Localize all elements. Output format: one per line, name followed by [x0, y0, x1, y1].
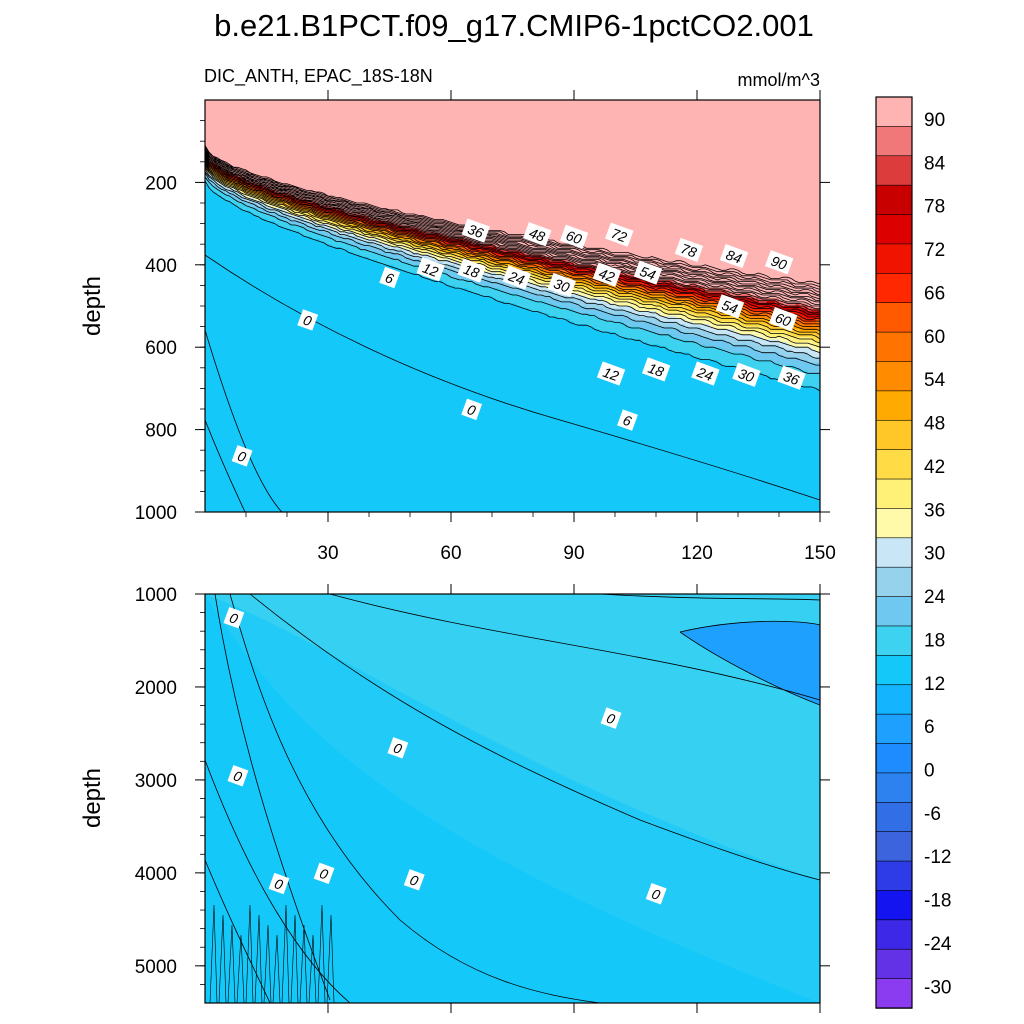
- y-tick-label: 400: [145, 256, 177, 277]
- y-tick-label: 1000: [135, 503, 177, 524]
- y-tick-label: 3000: [135, 771, 177, 792]
- upper-panel-units: mmol/m^3: [738, 70, 820, 90]
- colorbar-label: 6: [924, 717, 935, 738]
- colorbar-label: 72: [924, 240, 945, 261]
- colorbar-swatch: [876, 920, 912, 950]
- colorbar-label: 18: [924, 630, 945, 651]
- colorbar-swatch: [876, 538, 912, 568]
- colorbar-swatch: [876, 802, 912, 832]
- x-tick-label: 60: [440, 543, 461, 564]
- colorbar-label: 90: [924, 110, 945, 131]
- colorbar-label: 0: [924, 760, 935, 781]
- colorbar-swatch: [876, 391, 912, 421]
- y-tick-label: 1000: [135, 585, 177, 606]
- colorbar-swatch: [876, 597, 912, 627]
- colorbar-label: -30: [924, 977, 951, 998]
- x-tick-label: 150: [804, 543, 836, 564]
- colorbar: 908478726660544842363024181260-6-12-18-2…: [876, 97, 952, 1008]
- colorbar-label: 24: [924, 587, 946, 608]
- colorbar-swatch: [876, 450, 912, 480]
- colorbar-swatch: [876, 185, 912, 215]
- colorbar-label: -12: [924, 847, 951, 868]
- colorbar-swatch: [876, 126, 912, 156]
- colorbar-swatch: [876, 215, 912, 245]
- colorbar-swatch: [876, 156, 912, 186]
- figure-title: b.e21.B1PCT.f09_g17.CMIP6-1pctCO2.001: [214, 8, 814, 43]
- x-tick-label: 90: [563, 543, 584, 564]
- colorbar-swatch: [876, 273, 912, 303]
- colorbar-label: 66: [924, 283, 945, 304]
- colorbar-label: 30: [924, 544, 945, 565]
- colorbar-swatch: [876, 773, 912, 803]
- colorbar-swatch: [876, 361, 912, 391]
- colorbar-label: -6: [924, 804, 941, 825]
- y-tick-label: 4000: [135, 864, 177, 885]
- colorbar-label: 12: [924, 674, 945, 695]
- lower-y-axis-label: depth: [79, 768, 106, 828]
- colorbar-label: 60: [924, 327, 945, 348]
- colorbar-label: -18: [924, 891, 951, 912]
- colorbar-swatch: [876, 890, 912, 920]
- colorbar-swatch: [876, 244, 912, 274]
- colorbar-swatch: [876, 303, 912, 333]
- colorbar-label: 78: [924, 197, 945, 218]
- y-tick-label: 600: [145, 338, 177, 359]
- y-tick-label: 5000: [135, 957, 177, 978]
- colorbar-swatch: [876, 567, 912, 597]
- colorbar-label: -24: [924, 934, 952, 955]
- colorbar-swatch: [876, 685, 912, 715]
- colorbar-swatch: [876, 861, 912, 891]
- x-tick-label: 30: [317, 543, 338, 564]
- colorbar-swatch: [876, 479, 912, 509]
- upper-y-axis-label: depth: [79, 276, 106, 336]
- colorbar-swatch: [876, 714, 912, 744]
- colorbar-swatch: [876, 508, 912, 538]
- x-tick-label: 120: [681, 543, 713, 564]
- colorbar-label: 36: [924, 500, 945, 521]
- colorbar-swatch: [876, 744, 912, 774]
- lower-plot-area: [205, 594, 820, 1003]
- y-tick-label: 200: [145, 173, 177, 194]
- colorbar-swatch: [876, 332, 912, 362]
- upper-panel-title-left: DIC_ANTH, EPAC_18S-18N: [204, 66, 433, 87]
- colorbar-swatch: [876, 949, 912, 979]
- colorbar-swatch: [876, 420, 912, 450]
- colorbar-swatch: [876, 97, 912, 127]
- colorbar-swatch: [876, 626, 912, 656]
- colorbar-swatch: [876, 832, 912, 862]
- colorbar-label: 42: [924, 457, 945, 478]
- colorbar-label: 54: [924, 370, 946, 391]
- colorbar-label: 48: [924, 414, 945, 435]
- colorbar-swatch: [876, 655, 912, 685]
- y-tick-label: 2000: [135, 678, 177, 699]
- colorbar-swatch: [876, 979, 912, 1009]
- y-tick-label: 800: [145, 421, 177, 442]
- colorbar-label: 84: [924, 153, 946, 174]
- figure: b.e21.B1PCT.f09_g17.CMIP6-1pctCO2.001 DI…: [0, 0, 1024, 1024]
